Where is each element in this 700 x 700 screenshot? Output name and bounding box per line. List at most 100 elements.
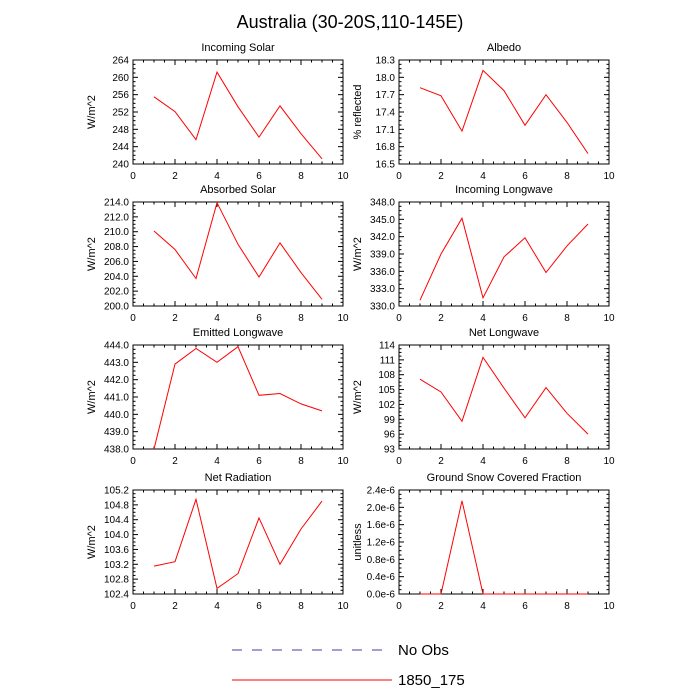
y-tick-label: 93: [384, 445, 396, 456]
panel-net-radiation: Net Radiation 102.4 102.8 103.2 103.6 104.0 10…: [86, 472, 349, 612]
y-tick-label: 240: [112, 160, 129, 171]
series-line: [153, 345, 323, 450]
y-tick-label: 336.0: [370, 267, 395, 278]
y-tick-label: 206.0: [104, 257, 129, 268]
x-tick-label: 8: [298, 601, 304, 612]
plot-frame: [398, 489, 610, 595]
y-tick-label: 442.0: [104, 375, 129, 386]
y-tick-label: 99: [384, 415, 396, 426]
x-tick-label: 8: [564, 313, 570, 324]
x-tick-label: 2: [438, 313, 444, 324]
y-tick-label: 440.0: [104, 410, 129, 421]
y-tick-label: 210.0: [104, 227, 129, 238]
x-tick-label: 10: [603, 601, 615, 612]
y-tick-label: 260: [112, 73, 129, 84]
plot-frame: [132, 344, 344, 450]
y-tick-label: 264: [112, 56, 129, 67]
y-tick-label: 342.0: [370, 232, 395, 243]
x-tick-label: 2: [172, 601, 178, 612]
series-line: [419, 69, 589, 154]
x-tick-label: 2: [438, 171, 444, 182]
y-tick-label: 1.2e-6: [367, 538, 396, 549]
x-tick-label: 10: [603, 313, 615, 324]
y-tick-label: 114: [379, 341, 395, 352]
x-tick-label: 0: [130, 171, 136, 182]
series-line: [419, 356, 589, 435]
x-tick-label: 2: [438, 456, 444, 467]
plot-frame: [398, 344, 610, 450]
x-tick-label: 0: [130, 313, 136, 324]
y-axis-label: W/m^2: [86, 380, 98, 414]
x-tick-label: 8: [564, 171, 570, 182]
panel-title: Emitted Longwave: [193, 327, 284, 339]
x-tick-label: 4: [480, 171, 486, 182]
x-tick-label: 8: [298, 456, 304, 467]
x-tick-label: 4: [214, 456, 220, 467]
x-tick-label: 8: [298, 313, 304, 324]
y-axis-label: W/m^2: [352, 237, 364, 271]
y-tick-label: 248: [112, 125, 129, 136]
panel-ground-snow-covered-fraction: Ground Snow Covered Fraction 0.0e-6 0.4e-6…: [352, 472, 615, 612]
y-tick-label: 0.8e-6: [367, 555, 396, 566]
y-tick-label: 108: [378, 370, 395, 381]
y-tick-label: 2.0e-6: [367, 503, 396, 514]
series-line: [420, 500, 588, 595]
x-tick-label: 10: [603, 456, 615, 467]
y-tick-label: 252: [112, 108, 129, 119]
x-tick-label: 4: [480, 456, 486, 467]
x-tick-label: 0: [396, 313, 402, 324]
panel-title: Net Radiation: [205, 472, 272, 484]
series-line: [153, 497, 323, 590]
y-tick-label: 16.5: [376, 160, 396, 171]
x-tick-label: 0: [396, 171, 402, 182]
plot-frame: [132, 489, 344, 595]
plot-frame: [132, 59, 344, 165]
y-tick-label: 16.8: [376, 142, 396, 153]
panel-title: Incoming Longwave: [455, 184, 553, 196]
legend-label: No Obs: [398, 642, 449, 659]
x-tick-label: 4: [480, 313, 486, 324]
y-tick-label: 96: [384, 430, 396, 441]
panel-absorbed-solar: Absorbed Solar 200.0 202.0 204.0 206.0 208.0 2…: [86, 184, 349, 324]
y-tick-label: 102: [378, 400, 395, 411]
x-tick-label: 0: [396, 456, 402, 467]
x-tick-label: 2: [172, 313, 178, 324]
x-tick-label: 4: [214, 171, 220, 182]
y-tick-label: 104.8: [104, 500, 129, 511]
x-tick-label: 10: [337, 313, 349, 324]
legend: No Obs 1850_175: [232, 642, 465, 689]
y-tick-label: 103.2: [104, 560, 129, 571]
y-tick-label: 111: [380, 355, 396, 366]
series-line: [419, 216, 589, 301]
y-tick-label: 214.0: [104, 198, 129, 209]
y-tick-label: 204.0: [104, 272, 129, 283]
y-tick-label: 212.0: [104, 212, 129, 223]
y-tick-label: 444.0: [104, 341, 129, 352]
y-tick-label: 256: [112, 90, 129, 101]
y-tick-label: 17.4: [376, 108, 396, 119]
y-tick-label: 2.4e-6: [367, 486, 396, 497]
x-tick-label: 6: [522, 601, 528, 612]
y-tick-label: 104.0: [104, 530, 129, 541]
y-tick-label: 200.0: [104, 302, 129, 313]
y-tick-label: 0.4e-6: [367, 572, 396, 583]
x-tick-label: 6: [256, 171, 262, 182]
y-tick-label: 339.0: [370, 250, 395, 261]
y-tick-label: 333.0: [370, 284, 395, 295]
y-tick-label: 105.2: [104, 486, 129, 497]
y-axis-label: % reflected: [352, 84, 364, 139]
x-tick-label: 2: [172, 456, 178, 467]
y-tick-label: 443.0: [104, 358, 129, 369]
y-tick-label: 441.0: [104, 393, 129, 404]
y-tick-label: 18.3: [376, 56, 396, 67]
x-tick-label: 6: [522, 456, 528, 467]
y-axis-label: W/m^2: [86, 237, 98, 271]
y-tick-label: 17.1: [376, 125, 396, 136]
x-tick-label: 8: [564, 456, 570, 467]
y-tick-label: 330.0: [370, 302, 395, 313]
x-tick-label: 0: [130, 601, 136, 612]
panel-title: Albedo: [487, 42, 521, 54]
panel-title: Ground Snow Covered Fraction: [427, 472, 582, 484]
